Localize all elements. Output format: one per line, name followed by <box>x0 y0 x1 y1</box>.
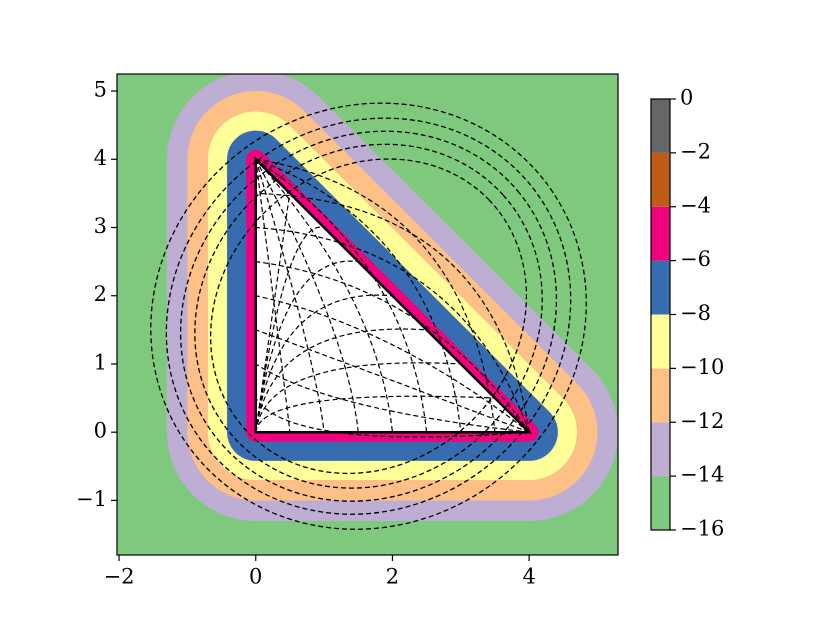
colorbar-swatch <box>651 368 670 423</box>
colorbar-swatch <box>651 422 670 477</box>
colorbar-label: −12 <box>680 409 724 433</box>
y-tick-label: 0 <box>94 419 107 443</box>
dashed-contour <box>255 294 393 433</box>
colorbar-label: −2 <box>680 139 711 163</box>
colorbar-label: −4 <box>680 193 711 217</box>
colorbar-swatch <box>651 152 670 207</box>
dashed-contour <box>150 102 587 530</box>
dashed-contour <box>255 159 325 433</box>
colorbar-swatch <box>651 206 670 261</box>
x-tick-label: 2 <box>386 565 399 589</box>
dashed-contour <box>255 397 530 438</box>
y-tick-label: −1 <box>76 487 107 511</box>
dashed-contour <box>255 158 428 433</box>
colorbar-label: 0 <box>680 86 693 110</box>
dashed-contour <box>255 226 530 433</box>
dashed-contour <box>255 261 530 433</box>
y-tick-label: 3 <box>94 214 107 238</box>
dashed-contour <box>255 159 359 433</box>
x-tick-label: 4 <box>522 565 535 589</box>
dashed-contour <box>209 158 528 475</box>
dashed-contour <box>255 192 291 433</box>
colorbar-label: −10 <box>680 355 724 379</box>
x-tick-label: −2 <box>104 565 135 589</box>
dashed-contour <box>255 395 495 433</box>
y-tick-label: 2 <box>94 282 107 306</box>
dashed-contour <box>255 158 462 433</box>
dashed-contour <box>255 362 461 433</box>
colorbar-swatch <box>651 314 670 369</box>
y-tick-label: 5 <box>94 78 107 102</box>
colorbar-label: −14 <box>680 463 724 487</box>
y-tick-label: 4 <box>94 146 107 170</box>
dashed-contour <box>255 329 530 433</box>
dashed-contour <box>165 117 572 515</box>
colorbar-swatch <box>651 99 670 153</box>
dashed-contour <box>255 158 394 433</box>
plot-area <box>117 74 618 555</box>
dashed-contour <box>255 295 530 433</box>
dashed-contour <box>255 192 530 433</box>
dashed-contour <box>179 130 558 502</box>
y-tick-label: 1 <box>94 350 107 374</box>
dashed-contour <box>255 328 427 433</box>
dashed-contour <box>255 159 291 433</box>
plot-frame <box>116 73 619 556</box>
x-tick-label: 0 <box>249 565 262 589</box>
dashed-contour <box>255 260 359 433</box>
colorbar-label: −8 <box>680 301 711 325</box>
colorbar-label: −6 <box>680 247 711 271</box>
colorbar-swatch <box>651 260 670 315</box>
colorbar-label: −16 <box>680 517 724 541</box>
dashed-contour <box>194 143 543 489</box>
dashed-contour <box>255 363 530 433</box>
colorbar-swatch <box>651 476 670 530</box>
